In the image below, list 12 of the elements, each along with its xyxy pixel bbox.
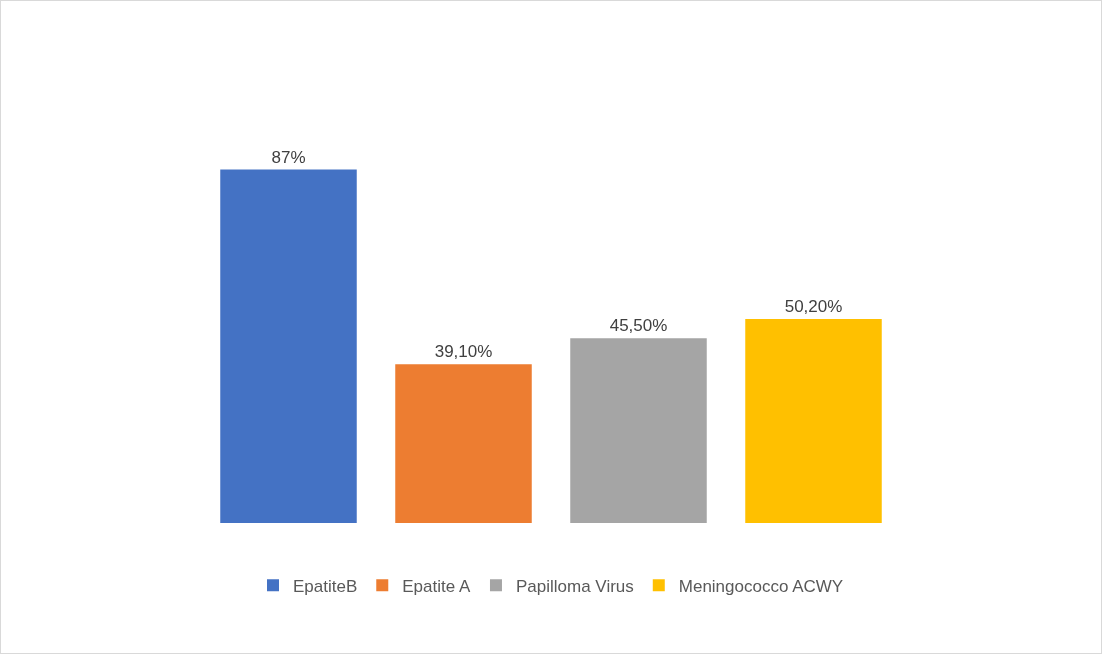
data-label: 45,50% <box>609 316 668 336</box>
legend-label: Meningococco ACWY <box>678 576 844 596</box>
legend-label: Papilloma Virus <box>515 576 634 596</box>
bar <box>220 169 357 523</box>
bar <box>745 319 882 523</box>
bar <box>395 364 532 523</box>
data-label: 39,10% <box>434 342 493 362</box>
data-label: 87% <box>271 147 306 167</box>
legend-label: EpatiteB <box>293 576 358 596</box>
data-label: 50,20% <box>784 297 843 317</box>
bar <box>570 338 707 523</box>
legend-label: Epatite A <box>402 576 471 596</box>
